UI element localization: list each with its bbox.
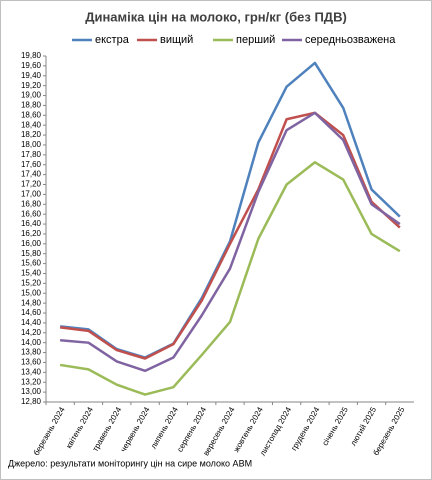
y-tick-label: 18,40 [21,120,42,129]
y-tick-label: 17,60 [21,160,42,169]
y-tick-label: 19,80 [21,51,42,60]
y-tick-label: 17,20 [21,180,42,189]
y-tick-label: 17,80 [21,150,42,159]
y-tick-label: 16,80 [21,199,42,208]
y-tick-label: 17,00 [21,190,42,199]
y-tick-label: 19,20 [21,81,42,90]
y-tick-label: 15,80 [21,249,42,258]
y-tick-label: 18,80 [21,101,42,110]
y-tick-label: 13,40 [21,367,42,376]
y-tick-label: 18,60 [21,110,42,119]
y-tick-label: 14,00 [21,338,42,347]
y-tick-label: 16,20 [21,229,42,238]
y-tick-label: 14,80 [21,298,42,307]
y-tick-label: 15,60 [21,259,42,268]
y-tick-label: 13,60 [21,358,42,367]
y-tick-label: 15,40 [21,269,42,278]
legend-label: середньозважена [305,34,396,46]
legend-label: вищий [160,34,193,46]
series-line [60,111,401,360]
chart-title: Динаміка цін на молоко, грн/кг (без ПДВ) [85,9,347,24]
y-tick-label: 14,40 [21,318,42,327]
y-tick-label: 19,40 [21,71,42,80]
source-note: Джерело: результати моніторингу цін на с… [8,458,252,468]
series-line [60,111,401,373]
y-tick-label: 12,80 [21,397,42,406]
y-tick-label: 16,60 [21,209,42,218]
y-tick-label: 13,00 [21,387,42,396]
y-tick-label: 18,00 [21,140,42,149]
legend-label: перший [236,34,275,46]
y-tick-label: 13,20 [21,377,42,386]
y-tick-label: 13,80 [21,348,42,357]
y-tick-label: 15,00 [21,288,42,297]
legend-label: екстра [95,34,130,46]
y-tick-label: 15,20 [21,278,42,287]
y-tick-label: 19,60 [21,61,42,70]
y-tick-label: 19,00 [21,91,42,100]
y-tick-label: 18,20 [21,130,42,139]
y-tick-label: 17,40 [21,170,42,179]
series-line [59,161,401,396]
y-tick-label: 14,60 [21,308,42,317]
y-tick-label: 16,00 [21,239,42,248]
y-tick-label: 14,20 [21,328,42,337]
y-tick-label: 16,40 [21,219,42,228]
